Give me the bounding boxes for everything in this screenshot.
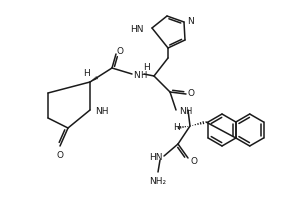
Text: NH: NH — [95, 107, 109, 117]
Text: NH₂: NH₂ — [149, 176, 167, 186]
Text: H: H — [185, 107, 191, 115]
Text: H: H — [140, 71, 146, 79]
Text: N: N — [133, 71, 140, 79]
Text: H: H — [84, 69, 90, 79]
Text: N: N — [188, 16, 194, 26]
Text: O: O — [117, 46, 124, 56]
Text: H: H — [144, 64, 150, 72]
Text: O: O — [56, 151, 63, 159]
Text: HN: HN — [130, 25, 144, 33]
Text: H: H — [173, 123, 179, 133]
Text: O: O — [191, 156, 198, 166]
Text: N: N — [178, 107, 185, 115]
Text: O: O — [188, 89, 194, 99]
Text: HN: HN — [149, 153, 163, 161]
